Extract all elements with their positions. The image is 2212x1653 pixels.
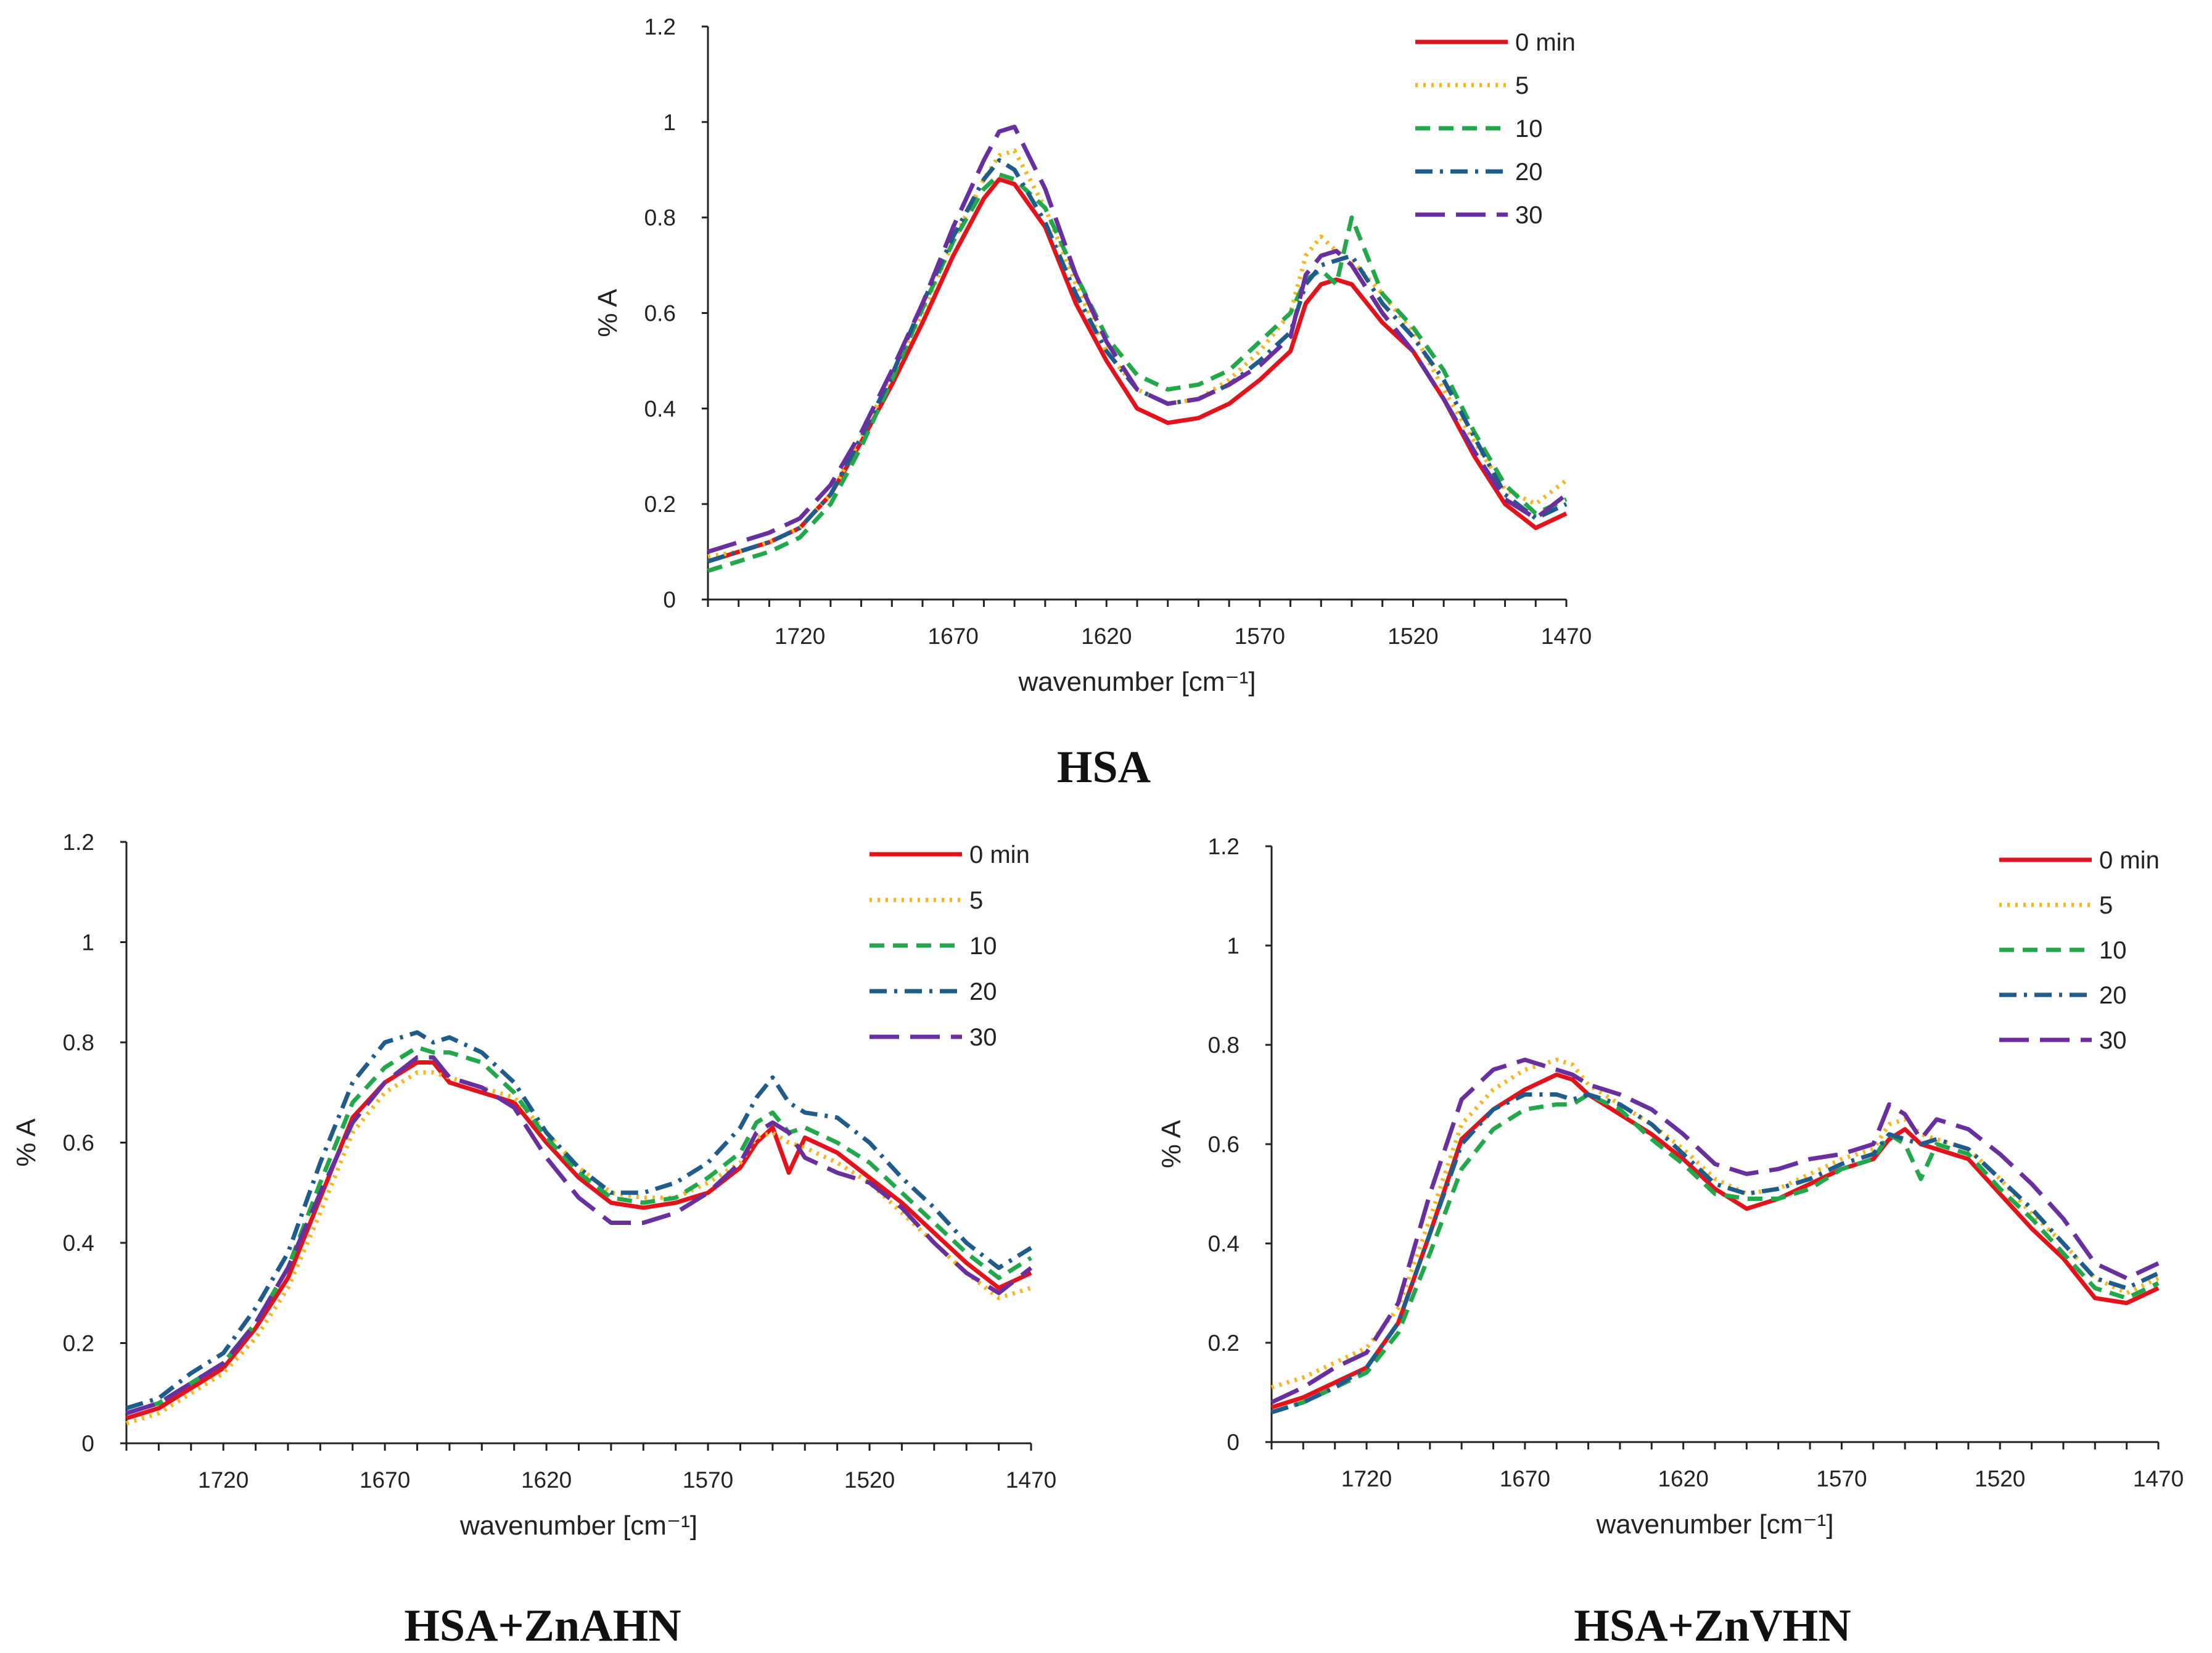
- y-tick-label: 0.4: [1208, 1231, 1240, 1256]
- panel-caption: HSA+ZnVHN: [1574, 1601, 1851, 1651]
- x-tick-label: 1570: [1816, 1466, 1867, 1491]
- x-tick-label: 1520: [1388, 624, 1438, 649]
- series-line-30: [125, 1055, 1033, 1416]
- series-line-20: [1270, 1092, 2160, 1415]
- y-tick-label: 0.8: [644, 205, 676, 231]
- y-axis-label: % A: [11, 1118, 41, 1167]
- legend-label: 5: [1515, 72, 1529, 99]
- panel-caption: HSA+ZnAHN: [404, 1601, 681, 1651]
- y-axis-label: % A: [593, 289, 623, 337]
- legend-label: 0 min: [969, 841, 1030, 868]
- x-axis-label: wavenumber [cm⁻¹]: [1018, 667, 1256, 697]
- x-tick-label: 1620: [1081, 624, 1132, 649]
- legend-label: 5: [2099, 892, 2113, 919]
- panel-caption: HSA: [1057, 742, 1151, 793]
- y-tick-label: 0: [81, 1431, 94, 1456]
- series-line-0-min: [1270, 1072, 2160, 1410]
- y-tick-label: 0.6: [63, 1131, 94, 1156]
- series-line-20: [707, 158, 1568, 564]
- legend-label: 0 min: [2099, 847, 2160, 874]
- series-line-30: [1270, 1057, 2160, 1404]
- y-tick-label: 1: [1227, 933, 1240, 958]
- y-tick-label: 1.2: [1208, 834, 1240, 859]
- y-tick-label: 0.6: [1208, 1132, 1240, 1157]
- y-tick-label: 0: [1227, 1430, 1240, 1455]
- y-tick-label: 1.2: [63, 830, 94, 855]
- y-tick-label: 1: [663, 110, 676, 135]
- y-tick-label: 0.2: [644, 492, 676, 517]
- legend-label: 5: [969, 887, 983, 914]
- x-tick-label: 1720: [198, 1467, 249, 1493]
- y-tick-label: 0.2: [1208, 1330, 1240, 1356]
- x-tick-label: 1720: [1341, 1466, 1392, 1491]
- y-tick-label: 1.2: [644, 14, 676, 39]
- legend-label: 30: [969, 1024, 997, 1051]
- y-tick-label: 0.8: [1208, 1033, 1240, 1058]
- legend-label: 20: [1515, 159, 1543, 186]
- series-line-5: [1270, 1057, 2160, 1390]
- x-tick-label: 1720: [775, 624, 825, 649]
- x-tick-label: 1470: [1541, 624, 1592, 649]
- chart-panel-0: 0 0.2 0.4 0.6 0.8 1 1.2 1720 1670 1620 1570 1520 147…: [593, 14, 1592, 793]
- y-tick-label: 0.2: [63, 1331, 94, 1356]
- series-line-10: [707, 172, 1568, 573]
- series-line-10: [125, 1045, 1032, 1416]
- legend-label: 10: [969, 933, 997, 960]
- legend-label: 30: [2099, 1027, 2127, 1054]
- series-line-0-min: [707, 177, 1568, 564]
- series-line-0-min: [125, 1060, 1032, 1420]
- x-tick-label: 1520: [844, 1467, 895, 1493]
- y-tick-label: 0.4: [63, 1230, 94, 1256]
- y-tick-label: 0: [663, 587, 676, 612]
- legend-label: 0 min: [1515, 29, 1576, 56]
- y-tick-label: 0.4: [644, 396, 676, 421]
- legend-label: 10: [2099, 937, 2127, 964]
- x-tick-label: 1570: [683, 1467, 733, 1493]
- y-tick-label: 0.6: [644, 301, 676, 326]
- chart-panel-2: 0 0.2 0.4 0.6 0.8 1 1.2 1720 1670 1620 1570 1520 147…: [1156, 834, 2184, 1651]
- x-tick-label: 1470: [1006, 1467, 1056, 1493]
- series-line-20: [125, 1030, 1032, 1411]
- y-axis-label: % A: [1156, 1119, 1186, 1168]
- legend-label: 10: [1515, 115, 1543, 142]
- y-tick-label: 0.8: [63, 1030, 94, 1055]
- x-tick-label: 1670: [1500, 1466, 1550, 1491]
- x-tick-label: 1620: [1658, 1466, 1708, 1491]
- x-tick-label: 1670: [360, 1467, 410, 1493]
- x-tick-label: 1620: [521, 1467, 572, 1493]
- x-axis-label: wavenumber [cm⁻¹]: [1595, 1509, 1833, 1540]
- x-tick-label: 1570: [1235, 624, 1285, 649]
- legend-label: 20: [2099, 982, 2127, 1009]
- y-tick-label: 1: [81, 930, 94, 955]
- x-tick-label: 1470: [2133, 1466, 2184, 1491]
- x-tick-label: 1670: [928, 624, 979, 649]
- x-tick-label: 1520: [1975, 1466, 2025, 1491]
- x-axis-label: wavenumber [cm⁻¹]: [459, 1511, 697, 1541]
- legend-label: 20: [969, 978, 997, 1005]
- series-line-10: [1270, 1092, 2160, 1415]
- series-line-30: [707, 125, 1568, 554]
- legend-label: 30: [1515, 202, 1543, 229]
- series-line-5: [125, 1070, 1032, 1425]
- chart-panel-1: 0 0.2 0.4 0.6 0.8 1 1.2 1720 1670 1620 1570 1520 147…: [11, 830, 1056, 1651]
